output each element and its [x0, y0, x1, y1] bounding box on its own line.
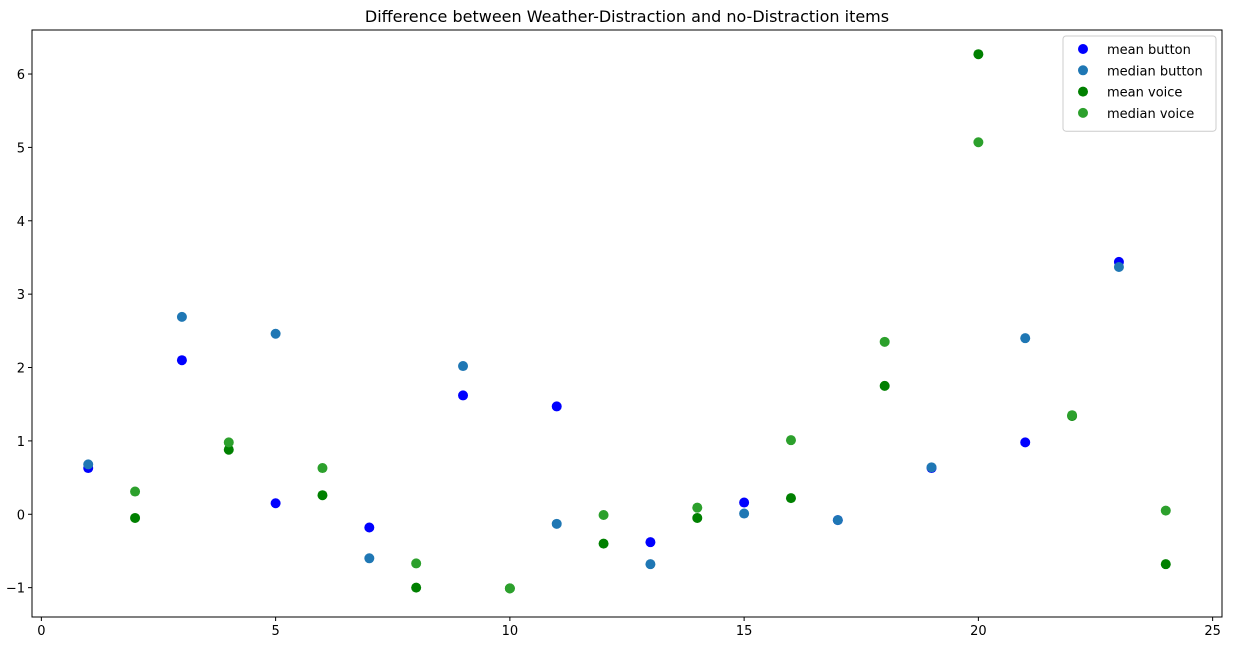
data-point	[785, 435, 796, 446]
data-point	[176, 355, 187, 366]
legend-marker	[1078, 107, 1088, 118]
x-tick-label: 5	[271, 624, 279, 639]
data-point	[645, 559, 656, 570]
plot-frame	[31, 29, 1223, 618]
y-tick-label: −1	[6, 582, 25, 597]
x-tick-label: 20	[970, 624, 987, 639]
data-point	[1020, 333, 1031, 344]
data-point	[317, 463, 328, 474]
data-point	[1160, 505, 1171, 516]
data-point	[130, 512, 141, 523]
data-point	[411, 558, 422, 569]
data-point	[926, 462, 937, 473]
series-median-voice	[130, 137, 1171, 594]
data-point	[739, 497, 750, 508]
data-point	[692, 512, 703, 523]
data-point	[270, 498, 281, 509]
data-points	[83, 49, 1171, 594]
data-point	[83, 459, 94, 470]
data-point	[458, 361, 469, 372]
y-tick-label: 3	[17, 288, 25, 303]
legend-marker	[1078, 44, 1088, 54]
x-tick-label: 10	[502, 624, 519, 639]
data-point	[1067, 410, 1078, 421]
y-tick-label: 5	[17, 141, 25, 156]
data-point	[879, 380, 890, 391]
data-point	[785, 493, 796, 504]
x-axis: 0 5 10 15 20 25	[37, 617, 1221, 639]
legend-label: mean button	[1107, 43, 1191, 58]
data-point	[692, 502, 703, 513]
chart-title: Difference between Weather-Distraction a…	[365, 7, 889, 26]
data-point	[832, 515, 843, 526]
legend: mean button median button mean voice median…	[1062, 35, 1217, 132]
legend-box	[1062, 35, 1217, 132]
data-point	[598, 538, 609, 549]
legend-label: median button	[1107, 64, 1203, 79]
data-point	[223, 437, 234, 448]
y-tick-label: 2	[17, 362, 25, 377]
data-point	[973, 49, 984, 60]
data-point	[504, 583, 515, 594]
data-point	[364, 553, 375, 564]
data-point	[130, 486, 141, 497]
data-point	[270, 328, 281, 339]
x-tick-label: 0	[37, 624, 45, 639]
data-point	[739, 508, 750, 519]
data-point	[1160, 559, 1171, 570]
data-point	[1020, 437, 1031, 448]
data-point	[879, 336, 890, 347]
y-tick-label: 1	[17, 435, 25, 450]
data-point	[551, 518, 562, 529]
data-point	[364, 522, 375, 533]
legend-label: median voice	[1107, 107, 1194, 122]
y-axis: −1 0 1 2 3 4 5 6	[6, 68, 32, 597]
y-tick-label: 4	[17, 215, 25, 230]
data-point	[458, 390, 469, 401]
legend-marker	[1078, 86, 1088, 97]
data-point	[551, 401, 562, 412]
data-point	[223, 444, 234, 455]
x-tick-label: 15	[736, 624, 753, 639]
data-point	[411, 582, 422, 593]
y-tick-label: 6	[17, 68, 25, 83]
data-point	[598, 510, 609, 521]
series-median-button	[83, 262, 1124, 570]
data-point	[1113, 262, 1124, 273]
legend-marker	[1078, 65, 1088, 76]
series-mean-voice	[130, 49, 1171, 594]
x-tick-label: 25	[1204, 624, 1221, 639]
plot-area	[31, 29, 1223, 618]
series-mean-button	[83, 256, 1124, 548]
data-point	[176, 311, 187, 322]
y-tick-label: 0	[17, 508, 25, 523]
data-point	[645, 537, 656, 548]
legend-label: mean voice	[1107, 86, 1182, 101]
data-point	[317, 490, 328, 501]
data-point	[973, 137, 984, 148]
